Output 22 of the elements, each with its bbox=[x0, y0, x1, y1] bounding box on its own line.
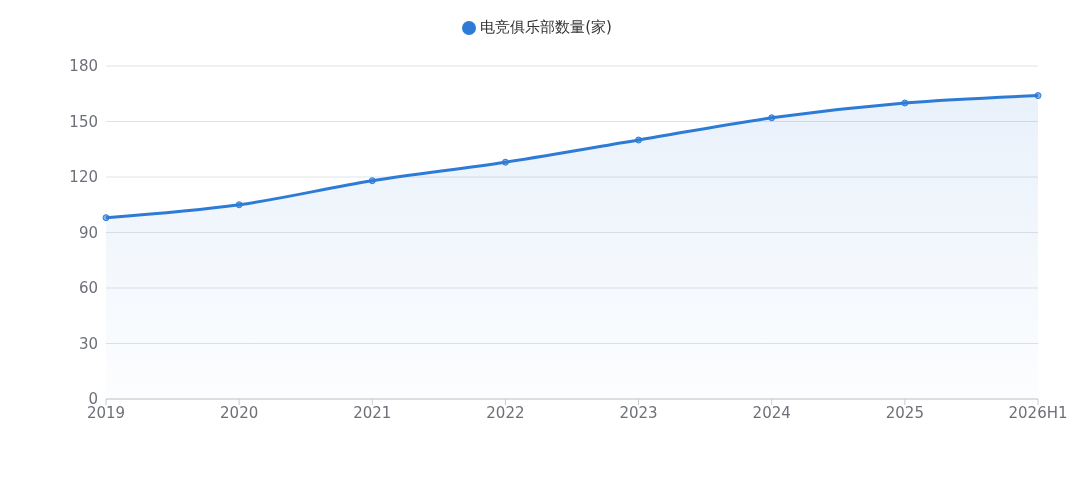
point bbox=[1034, 92, 1042, 100]
y-tick-label: 120 bbox=[69, 168, 98, 187]
y-tick-label: 150 bbox=[69, 112, 98, 131]
point bbox=[102, 214, 110, 222]
legend-label: 电竞俱乐部数量(家) bbox=[480, 18, 612, 36]
x-tick-label: 2021 bbox=[353, 403, 392, 422]
y-tick-label: 60 bbox=[78, 279, 98, 298]
y-tick-label: 90 bbox=[78, 223, 98, 242]
x-tick-label: 2023 bbox=[619, 403, 658, 422]
y-tick-label: 30 bbox=[78, 334, 98, 353]
point bbox=[235, 201, 243, 209]
x-tick-label: 2026H1 bbox=[1008, 403, 1068, 422]
x-tick-label: 2020 bbox=[220, 403, 259, 422]
x-tick-label: 2025 bbox=[885, 403, 924, 422]
point bbox=[901, 99, 909, 107]
x-tick-label: 2024 bbox=[752, 403, 791, 422]
point bbox=[368, 177, 376, 185]
point bbox=[768, 114, 776, 122]
x-tick-label: 2022 bbox=[486, 403, 525, 422]
point bbox=[501, 158, 509, 166]
y-tick-label: 180 bbox=[69, 57, 98, 76]
point bbox=[635, 136, 643, 144]
